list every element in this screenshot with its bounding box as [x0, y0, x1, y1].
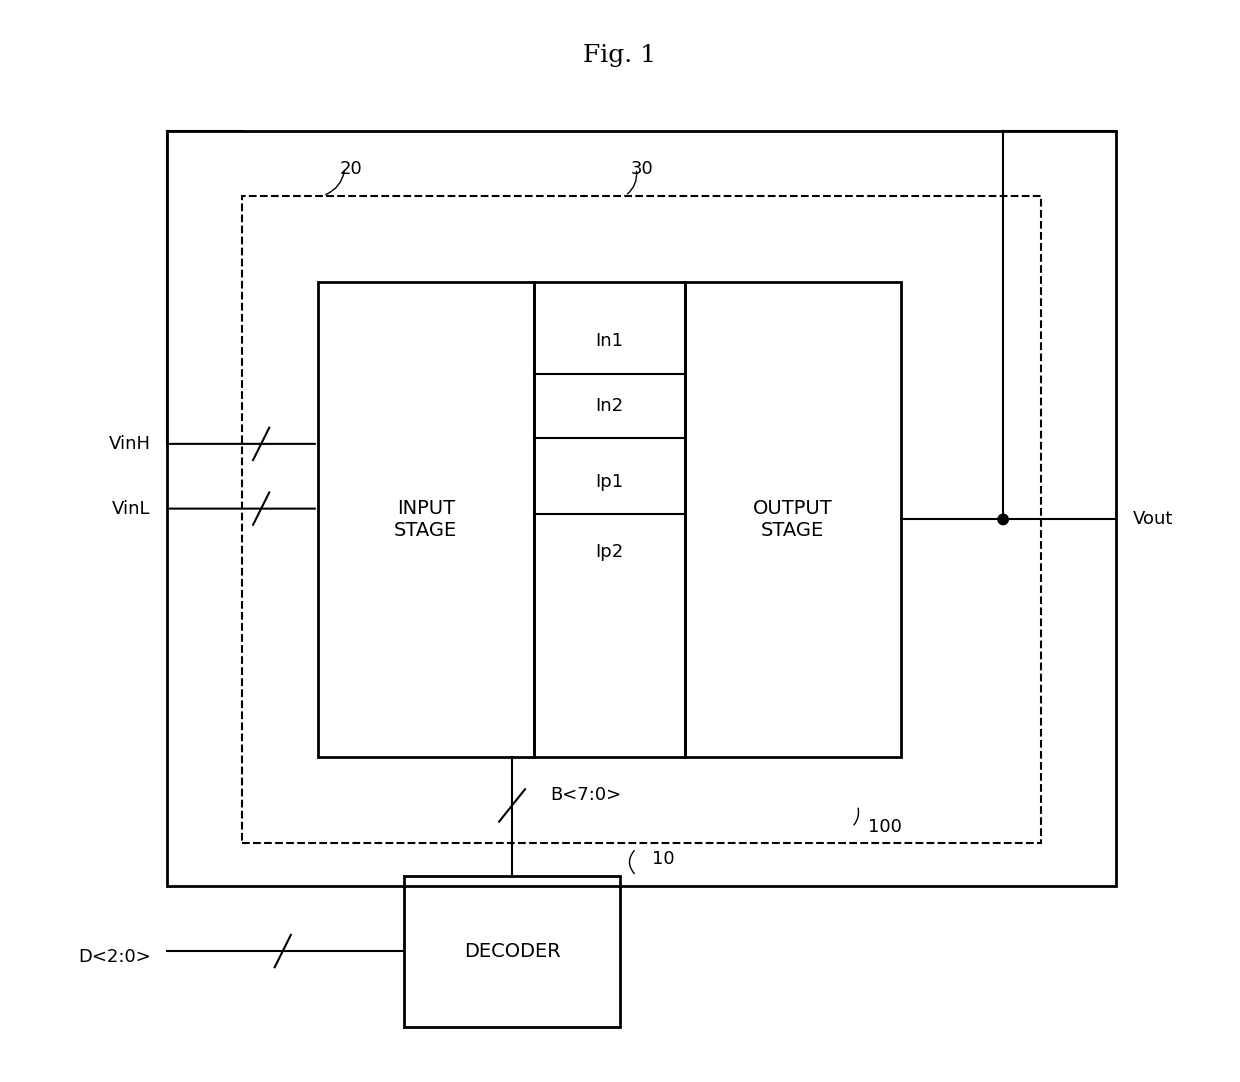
- Bar: [404, 875, 620, 1027]
- Bar: [317, 282, 533, 756]
- Text: 20: 20: [340, 160, 362, 177]
- Bar: [533, 282, 684, 756]
- Bar: [684, 282, 900, 756]
- Text: 100: 100: [868, 818, 901, 836]
- Text: 10: 10: [652, 850, 675, 869]
- Text: D<2:0>: D<2:0>: [78, 948, 150, 965]
- Text: INPUT
STAGE: INPUT STAGE: [394, 499, 458, 540]
- Text: In2: In2: [595, 397, 624, 415]
- Text: Ip2: Ip2: [595, 543, 624, 560]
- Bar: [242, 196, 1040, 843]
- Text: B<7:0>: B<7:0>: [549, 786, 621, 804]
- Text: DECODER: DECODER: [464, 941, 560, 961]
- Text: In1: In1: [595, 332, 624, 351]
- Circle shape: [998, 514, 1008, 525]
- Text: Ip1: Ip1: [595, 473, 624, 490]
- Text: 30: 30: [631, 160, 653, 177]
- Text: VinL: VinL: [112, 500, 150, 517]
- Bar: [166, 131, 1116, 886]
- Text: Vout: Vout: [1132, 511, 1173, 528]
- Text: VinH: VinH: [109, 435, 150, 453]
- Text: Fig. 1: Fig. 1: [584, 44, 656, 67]
- Text: OUTPUT
STAGE: OUTPUT STAGE: [753, 499, 832, 540]
